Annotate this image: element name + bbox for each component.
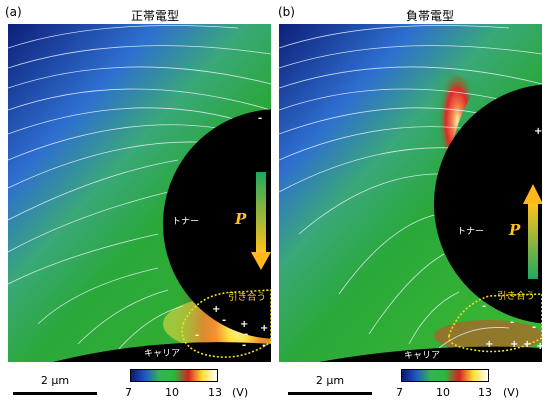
- toner-charge: +: [510, 339, 519, 350]
- toner-charge: +: [260, 323, 269, 334]
- carrier-label-b: キャリア: [404, 351, 441, 361]
- panel-a-field-map: [8, 24, 271, 362]
- toner-charge: -: [510, 317, 515, 328]
- scale-bar-a: [13, 392, 97, 395]
- panel-a-letter: (a): [5, 5, 22, 19]
- toner-particle-a: [163, 109, 271, 339]
- polarization-symbol-b: P: [509, 221, 521, 239]
- carrier-particle-b: [319, 346, 542, 362]
- attract-label-a: 引き合う: [228, 292, 267, 303]
- panel-b-field-map: [279, 24, 542, 362]
- colorbar-b: [401, 369, 489, 382]
- carrier-charge: -: [262, 340, 267, 351]
- toner-charge: -: [258, 113, 263, 124]
- toner-charge: -: [195, 330, 200, 341]
- toner-charge: +: [534, 126, 543, 137]
- scale-bar-b: [288, 392, 372, 395]
- colorbar-tick: 10: [165, 386, 179, 399]
- panel-b-title: 負帯電型: [405, 9, 454, 23]
- polarization-symbol-a: P: [235, 210, 247, 228]
- toner-label-b: トナー: [457, 227, 485, 237]
- carrier-particle-a: [53, 342, 271, 362]
- toner-charge: +: [485, 339, 494, 350]
- toner-charge: -: [222, 315, 227, 326]
- panel-b-letter: (b): [278, 5, 295, 19]
- toner-charge: +: [240, 319, 249, 330]
- toner-charge: -: [244, 329, 249, 340]
- carrier-charge: -: [242, 340, 247, 351]
- colorbar-tick: 13: [478, 386, 492, 399]
- toner-charge: +: [523, 339, 532, 350]
- scale-bar-label-a: 2 μm: [40, 374, 70, 387]
- toner-charge: +: [536, 341, 545, 352]
- carrier-label-a: キャリア: [144, 349, 181, 359]
- toner-particle-b: [434, 84, 542, 324]
- colorbar-a: [130, 369, 218, 382]
- colorbar-unit: (V): [232, 386, 249, 399]
- scale-bar-label-b: 2 μm: [315, 374, 345, 387]
- toner-charge: +: [212, 304, 221, 315]
- colorbar-tick: 13: [208, 386, 222, 399]
- colorbar-tick: 7: [396, 386, 403, 399]
- toner-charge: -: [532, 322, 537, 333]
- toner-charge: -: [482, 301, 487, 312]
- colorbar-tick: 10: [436, 386, 450, 399]
- colorbar-unit: (V): [503, 386, 520, 399]
- panel-a-title: 正帯電型: [130, 9, 179, 23]
- colorbar-tick: 7: [125, 386, 132, 399]
- toner-label-a: トナー: [172, 217, 200, 227]
- attract-label-b: 引き合う: [497, 291, 536, 302]
